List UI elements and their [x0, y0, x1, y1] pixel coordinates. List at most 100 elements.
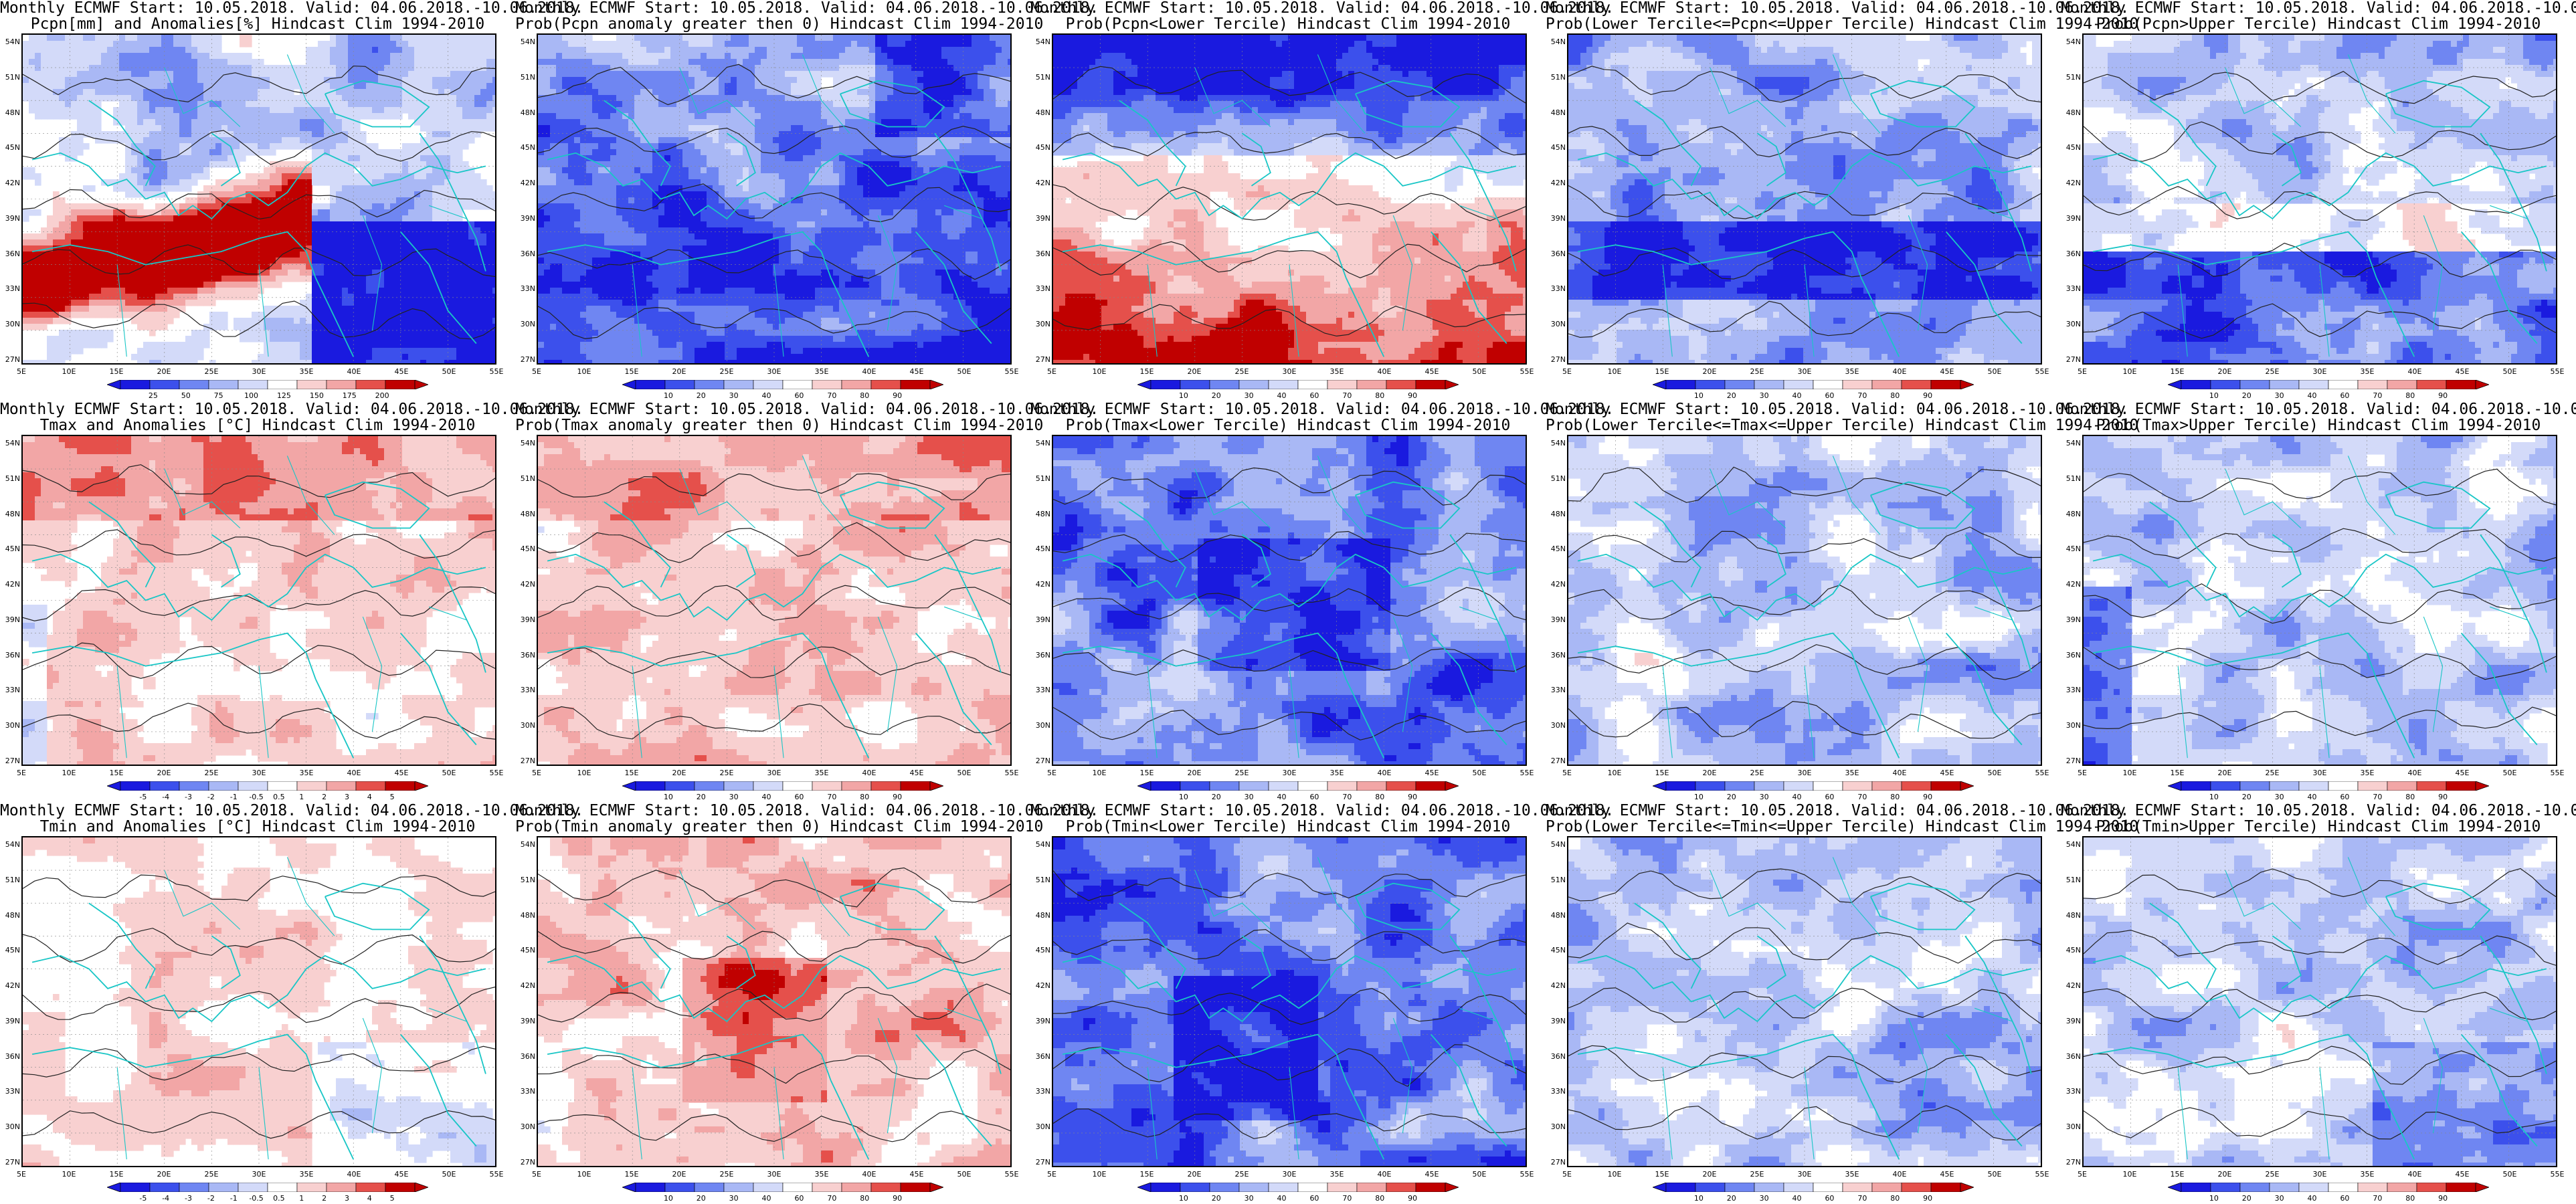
country-border: [1194, 468, 1271, 528]
colorbar-segment: [1268, 380, 1299, 389]
longitude-label: 25E: [1750, 769, 1764, 777]
latitude-label: 54N: [0, 840, 20, 849]
map-plot: [537, 836, 1012, 1167]
longitude-label: 35E: [815, 769, 829, 777]
latitude-label: 45N: [1546, 946, 1566, 955]
colorbar-label: 20: [1212, 793, 1221, 801]
colorbar-arrow-left: [1653, 781, 1667, 791]
panel-title: Monthly ECMWF Start: 10.05.2018. Valid: …: [515, 401, 1099, 433]
panel-title-line1: Monthly ECMWF Start: 10.05.2018. Valid: …: [2061, 401, 2576, 417]
coastline: [1964, 132, 2032, 272]
country-border: [1194, 870, 1271, 930]
colorbar-label: 10: [2209, 793, 2219, 801]
latitude-label: 45N: [1030, 143, 1050, 152]
contour-line: [1053, 184, 1526, 221]
longitude-label: 25E: [1750, 1170, 1764, 1179]
colorbar-label: 3: [345, 793, 349, 801]
colorbar-label: -5: [139, 793, 147, 801]
contour-line: [2084, 929, 2556, 966]
colorbar-segment: [841, 1183, 872, 1192]
longitude-label: 55E: [1005, 769, 1019, 777]
longitude-label: 5E: [532, 367, 541, 376]
colorbar-arrow-right: [1445, 781, 1459, 791]
country-border: [1392, 215, 1413, 330]
colorbar-segment: [296, 1183, 327, 1192]
coastline: [726, 534, 756, 588]
colorbar: [107, 380, 428, 389]
colorbar-label: 2: [322, 1194, 327, 1203]
colorbar-segment: [1356, 380, 1387, 389]
longitude-label: 35E: [2361, 367, 2375, 376]
coastline: [915, 1034, 992, 1147]
longitude-label: 5E: [1047, 367, 1056, 376]
latitude-label: 42N: [515, 179, 535, 187]
longitude-label: 45E: [910, 769, 924, 777]
colorbar-segment: [870, 781, 901, 791]
longitude-label: 55E: [1005, 367, 1019, 376]
coastline: [1946, 231, 2023, 344]
longitude-label: 10E: [1608, 769, 1622, 777]
contour-line: [1053, 870, 1526, 902]
map-svg: [1568, 436, 2041, 765]
latitude-label: 39N: [1546, 615, 1566, 624]
colorbar-label: 175: [343, 391, 357, 400]
longitude-label: 20E: [157, 1170, 171, 1179]
longitude-label: 40E: [1378, 1170, 1392, 1179]
longitude-label: 15E: [2171, 1170, 2185, 1179]
coastline: [604, 501, 671, 588]
longitude-label: 25E: [205, 769, 219, 777]
colorbar-segment: [296, 380, 327, 389]
contour-line: [1568, 1105, 2041, 1140]
colorbar-segment: [1180, 1183, 1210, 1192]
latitude-label: 54N: [1030, 439, 1050, 447]
longitude-label: 15E: [2171, 367, 2185, 376]
country-border: [944, 1007, 982, 1022]
colorbar-segment: [208, 781, 239, 791]
country-border: [2177, 666, 2188, 759]
latitude-label: 54N: [1030, 37, 1050, 46]
longitude-label: 35E: [1330, 1170, 1344, 1179]
latitude-label: 51N: [2061, 73, 2081, 82]
latitude-label: 51N: [1030, 474, 1050, 483]
country-border: [2225, 870, 2302, 930]
colorbar-segment: [1297, 781, 1328, 791]
coastline: [839, 481, 945, 529]
panel-title-line2: Tmin and Anomalies [°C] Hindcast Clim 19…: [0, 819, 515, 835]
contour-line: [1568, 585, 2041, 620]
longitude-label: 35E: [300, 769, 314, 777]
colorbar-segment: [2269, 380, 2300, 389]
colorbar-segment: [385, 380, 416, 389]
colorbar-segment: [1871, 1183, 1902, 1192]
country-border: [1289, 264, 1299, 357]
coastline: [1345, 678, 1385, 759]
colorbar-segment: [267, 380, 298, 389]
contour-line: [23, 66, 495, 103]
latitude-label: 33N: [1030, 686, 1050, 694]
coastline: [2272, 534, 2302, 588]
longitude-label: 25E: [720, 1170, 734, 1179]
colorbar-label: 60: [1309, 793, 1319, 801]
coastline: [419, 534, 486, 673]
longitude-label: 55E: [2035, 1170, 2049, 1179]
contour-line: [1568, 1045, 2041, 1083]
country-border: [1908, 616, 1928, 732]
latitude-label: 39N: [2061, 214, 2081, 223]
latitude-label: 30N: [0, 1122, 20, 1131]
latitude-label: 27N: [515, 355, 535, 364]
latitude-label: 39N: [0, 615, 20, 624]
latitude-label: 27N: [1546, 1158, 1566, 1167]
longitude-label: 40E: [1893, 769, 1907, 777]
latitude-label: 39N: [1030, 214, 1050, 223]
latitude-label: 36N: [2061, 651, 2081, 660]
colorbar-label: 30: [2275, 793, 2284, 801]
colorbar-segment: [782, 1183, 813, 1192]
longitude-label: 50E: [2503, 769, 2517, 777]
country-border: [2347, 54, 2396, 134]
country-border: [2423, 215, 2444, 330]
latitude-label: 33N: [2061, 1087, 2081, 1096]
contour-line: [2084, 988, 2556, 1023]
coastline: [2092, 152, 2547, 220]
latitude-label: 54N: [2061, 439, 2081, 447]
colorbar-label: 50: [181, 391, 191, 400]
longitude-label: 40E: [347, 1170, 361, 1179]
